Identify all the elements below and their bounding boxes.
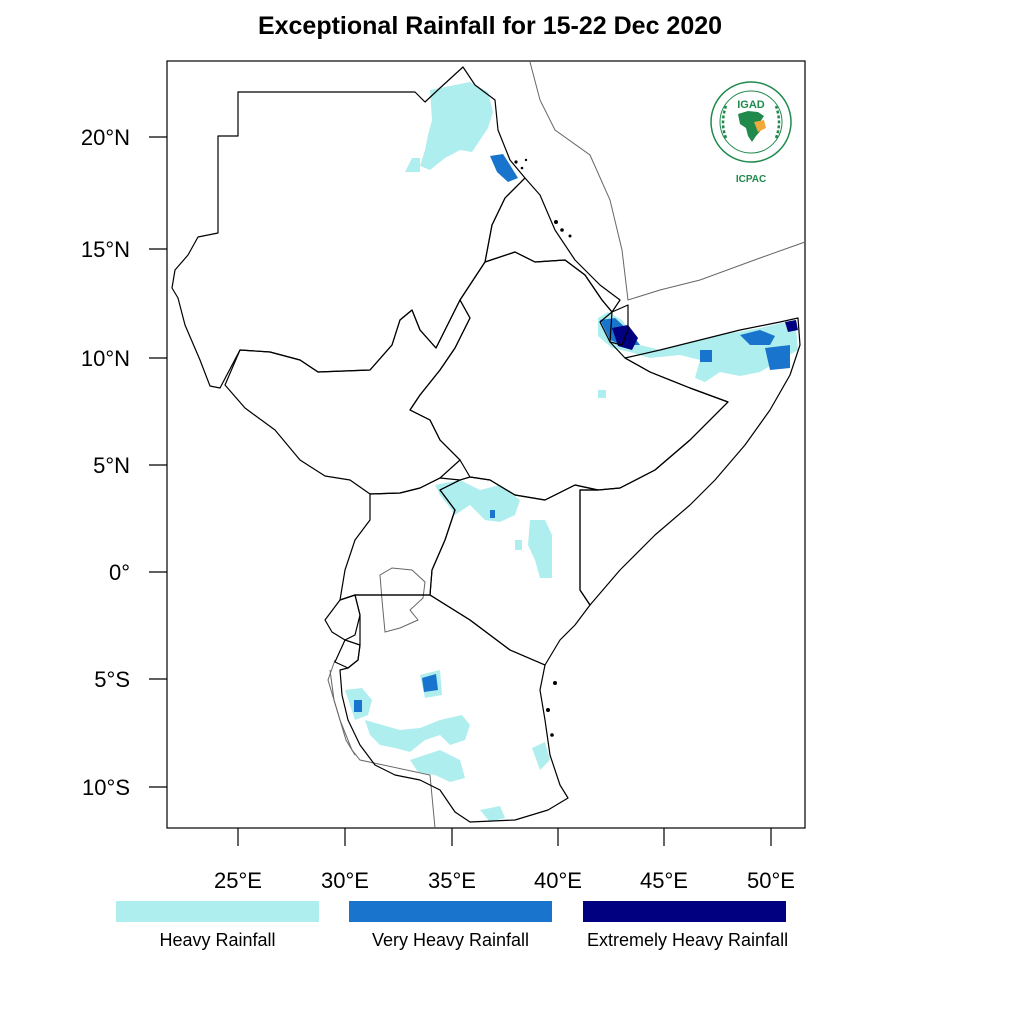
lon-tick-label: 30°E <box>321 868 369 893</box>
logo-text-top: IGAD <box>737 99 765 111</box>
lon-tick-label: 25°E <box>214 868 262 893</box>
map-title: Exceptional Rainfall for 15-22 Dec 2020 <box>257 12 723 40</box>
lat-tick-label: 5°S <box>94 667 130 692</box>
lat-tick-label: 20°N <box>81 125 130 150</box>
igad-emblem-icon: IGAD ICPAC <box>710 81 792 185</box>
lon-tick-label: 35°E <box>428 868 476 893</box>
lat-tick-label: 5°N <box>93 453 130 478</box>
lon-tick-label: 40°E <box>534 868 582 893</box>
neighbour-coastlines <box>327 61 806 829</box>
country-borders <box>171 66 801 823</box>
map-frame <box>166 60 806 829</box>
islands <box>514 158 572 737</box>
heavy-rainfall-areas <box>345 82 798 822</box>
lon-tick-label: 45°E <box>640 868 688 893</box>
lat-tick-label: 15°N <box>81 237 130 262</box>
legend-label-very-heavy: Very Heavy Rainfall <box>371 930 530 950</box>
lon-tick-label: 50°E <box>747 868 795 893</box>
legend-swatch-heavy <box>116 901 319 922</box>
lat-axis <box>149 136 167 788</box>
legend-label-heavy: Heavy Rainfall <box>159 930 276 950</box>
logo-text-bottom: ICPAC <box>736 174 766 185</box>
legend-swatch-extreme <box>583 901 786 922</box>
lat-tick-label: 10°N <box>81 346 130 371</box>
legend-swatch-very-heavy <box>349 901 552 922</box>
legend-label-extreme: Extremely Heavy Rainfall <box>587 930 789 950</box>
lon-axis <box>237 828 772 846</box>
lat-tick-label: 10°S <box>82 775 130 800</box>
lat-tick-label: 0° <box>109 560 130 585</box>
